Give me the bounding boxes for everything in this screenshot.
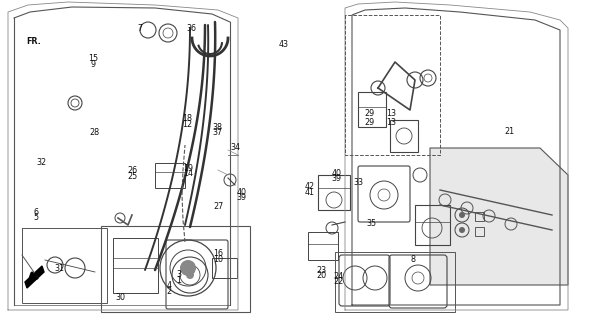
Text: 34: 34 bbox=[231, 143, 240, 152]
Polygon shape bbox=[25, 266, 44, 288]
Bar bbox=[155, 163, 185, 188]
Text: 35: 35 bbox=[367, 219, 376, 228]
Text: 13: 13 bbox=[387, 118, 396, 127]
Text: 38: 38 bbox=[212, 123, 222, 132]
Text: 26: 26 bbox=[127, 166, 137, 175]
Text: FR.: FR. bbox=[26, 37, 41, 46]
Text: 3: 3 bbox=[177, 270, 181, 279]
Circle shape bbox=[180, 260, 196, 276]
Text: 31: 31 bbox=[55, 264, 64, 273]
Bar bbox=[415, 205, 450, 245]
Bar bbox=[212, 258, 237, 278]
Text: 22: 22 bbox=[334, 277, 344, 286]
Text: 28: 28 bbox=[89, 128, 99, 137]
Text: 29: 29 bbox=[364, 118, 374, 127]
Text: 15: 15 bbox=[88, 54, 98, 63]
Text: 2: 2 bbox=[166, 287, 171, 296]
Bar bbox=[335, 252, 455, 312]
Bar bbox=[318, 175, 350, 210]
Text: 12: 12 bbox=[182, 120, 192, 129]
Text: 6: 6 bbox=[34, 208, 39, 217]
Polygon shape bbox=[430, 148, 568, 285]
Circle shape bbox=[186, 271, 194, 279]
Text: 40: 40 bbox=[237, 188, 246, 197]
Text: 14: 14 bbox=[183, 169, 193, 178]
Text: 13: 13 bbox=[387, 109, 396, 118]
Circle shape bbox=[459, 227, 465, 233]
Text: 18: 18 bbox=[182, 114, 192, 123]
Text: 42: 42 bbox=[305, 182, 314, 191]
Text: 39: 39 bbox=[237, 193, 246, 202]
Text: 9: 9 bbox=[90, 60, 95, 68]
Text: 23: 23 bbox=[317, 266, 327, 275]
Text: 27: 27 bbox=[214, 202, 223, 211]
Text: 43: 43 bbox=[279, 40, 289, 49]
Bar bbox=[475, 212, 484, 221]
Text: 8: 8 bbox=[410, 255, 415, 264]
Text: 7: 7 bbox=[137, 24, 142, 33]
Text: 37: 37 bbox=[212, 128, 222, 137]
Text: 30: 30 bbox=[115, 293, 125, 302]
Circle shape bbox=[459, 212, 465, 218]
Text: 33: 33 bbox=[353, 178, 363, 187]
Text: 1: 1 bbox=[177, 276, 181, 285]
Text: 19: 19 bbox=[183, 164, 193, 173]
Text: 32: 32 bbox=[36, 158, 46, 167]
Bar bbox=[308, 232, 338, 260]
Text: 21: 21 bbox=[505, 127, 515, 136]
Text: 10: 10 bbox=[214, 255, 223, 264]
Bar bbox=[475, 227, 484, 236]
Text: 16: 16 bbox=[214, 249, 223, 258]
Text: 29: 29 bbox=[364, 109, 374, 118]
Text: 24: 24 bbox=[334, 272, 344, 281]
Text: 4: 4 bbox=[166, 281, 171, 290]
Bar bbox=[22, 228, 107, 303]
Text: 39: 39 bbox=[332, 174, 342, 183]
Text: 5: 5 bbox=[34, 213, 39, 222]
Text: 36: 36 bbox=[186, 24, 196, 33]
Text: 20: 20 bbox=[317, 271, 327, 280]
Text: 25: 25 bbox=[127, 172, 137, 180]
Text: 41: 41 bbox=[305, 188, 314, 196]
Bar bbox=[358, 92, 386, 127]
Bar bbox=[113, 238, 158, 293]
Text: 40: 40 bbox=[332, 169, 342, 178]
Bar bbox=[390, 120, 418, 152]
